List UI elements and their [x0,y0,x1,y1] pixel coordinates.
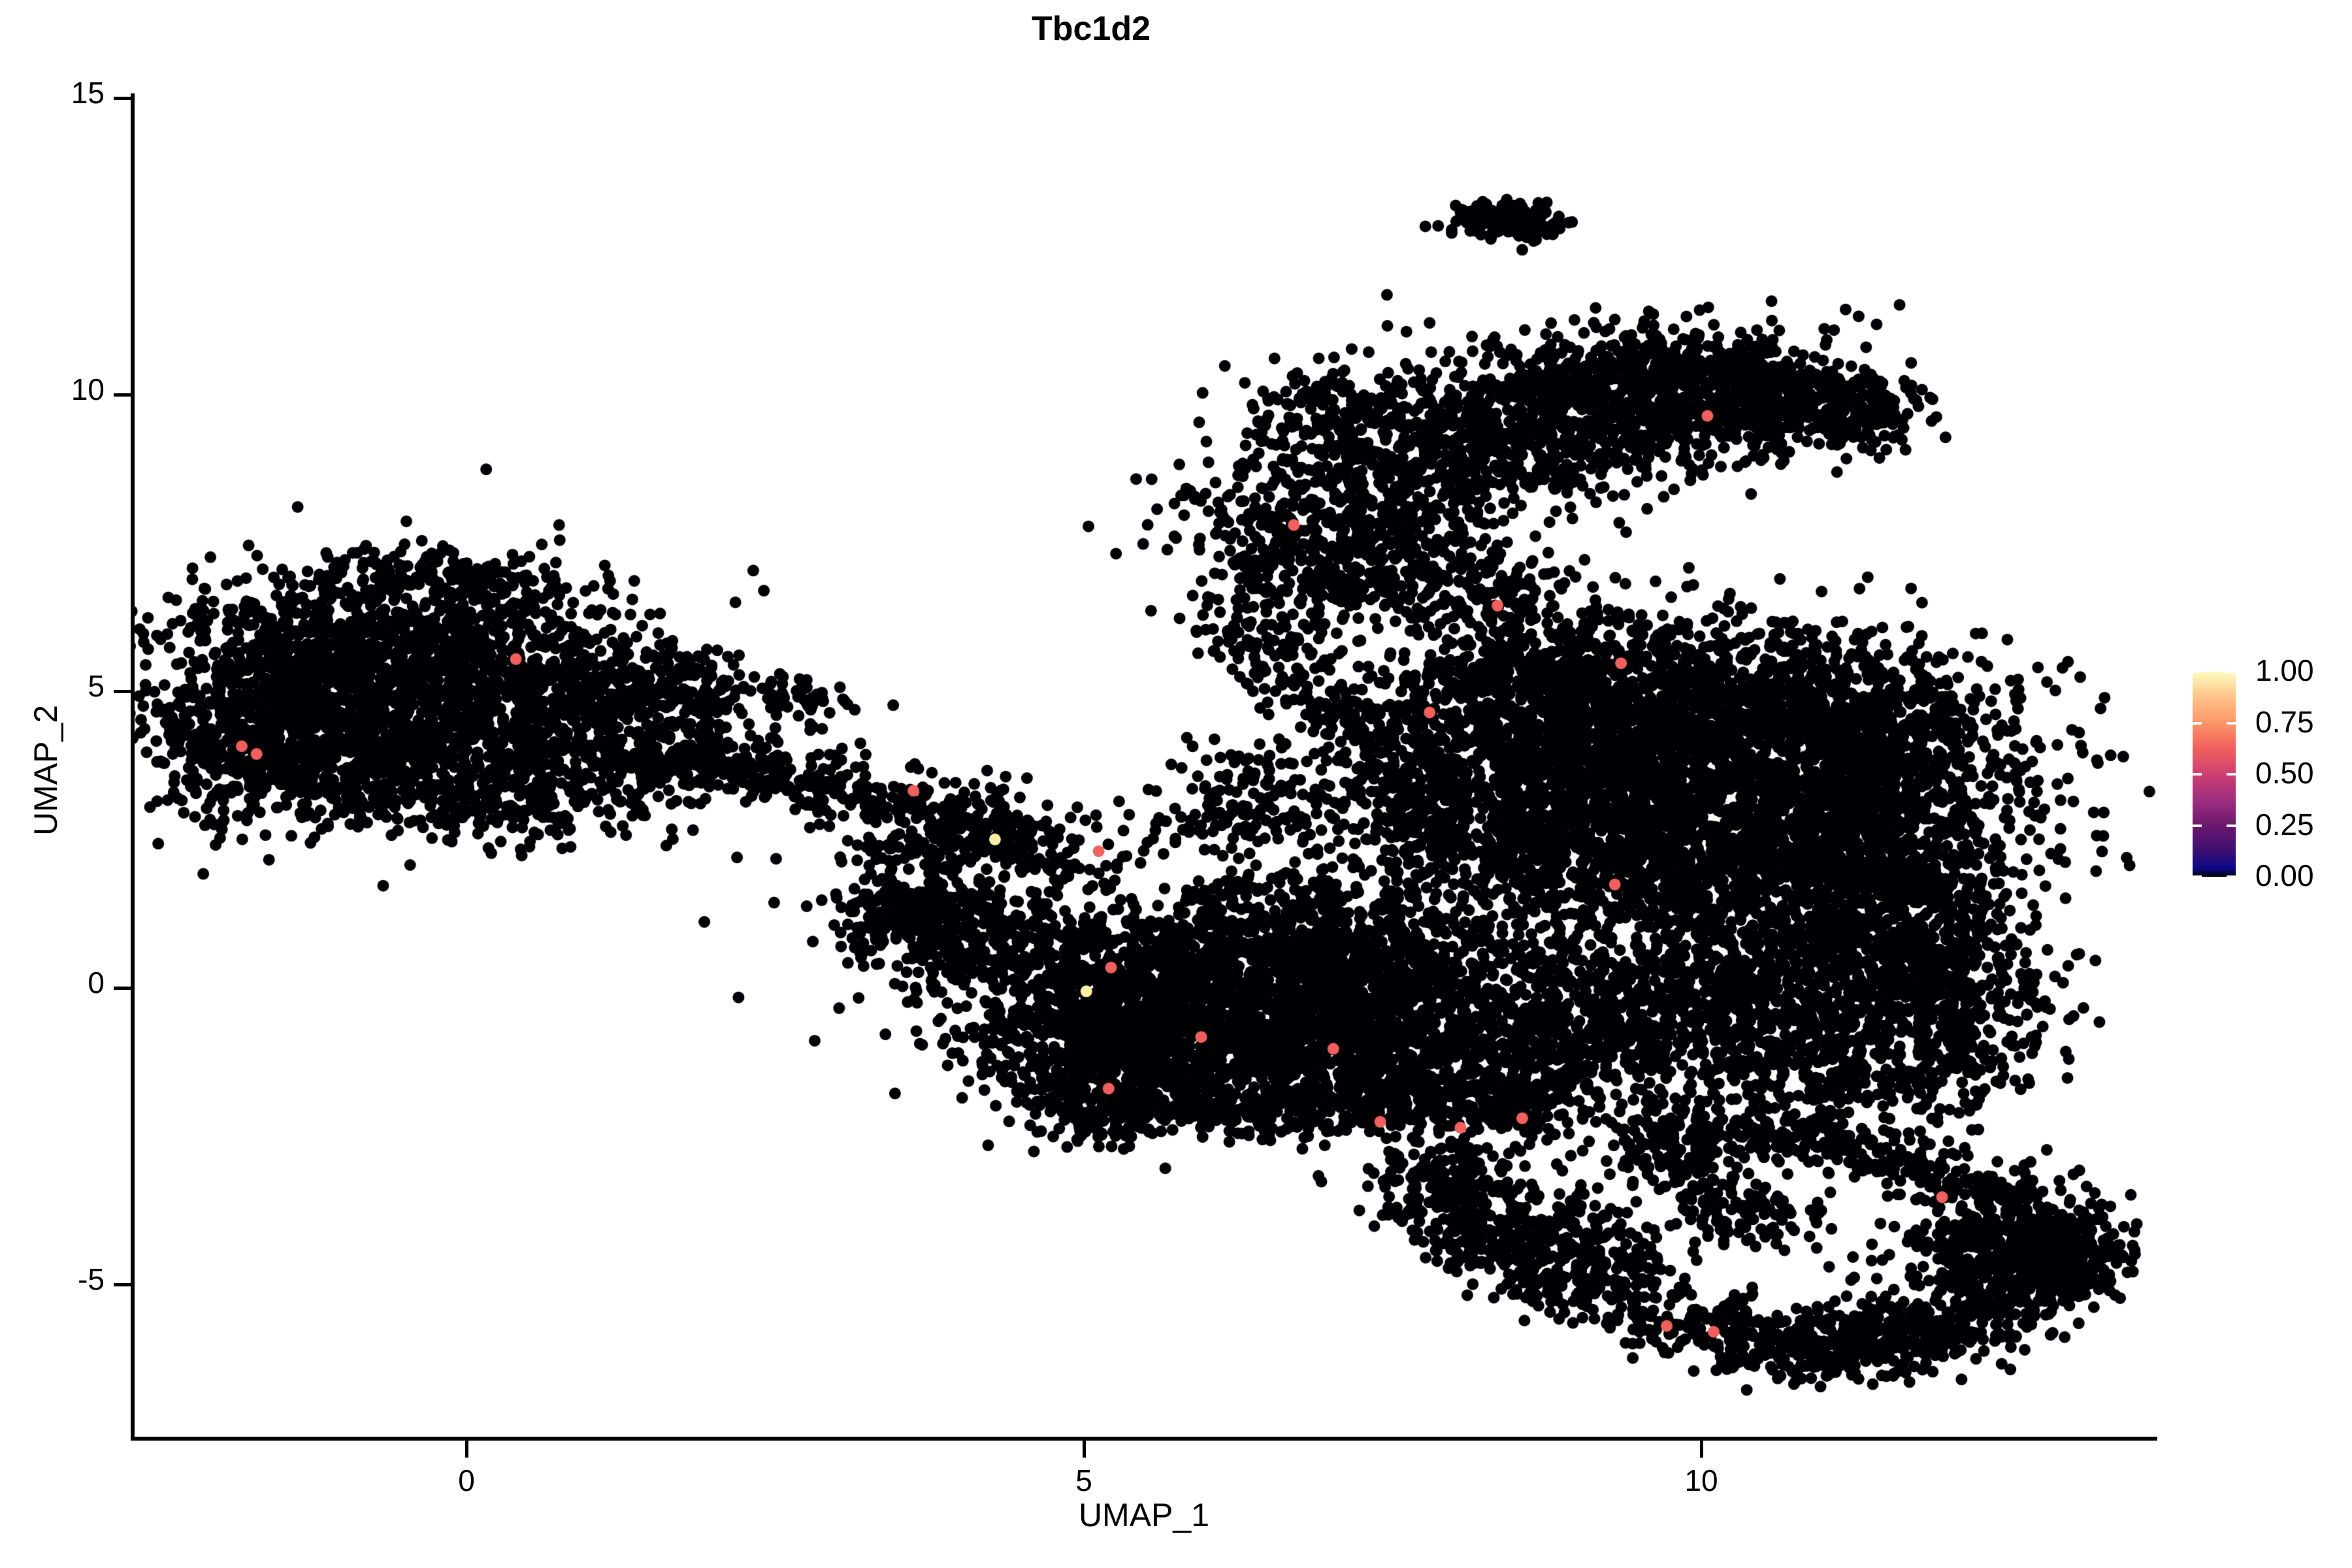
x-tick-label: 5 [1075,1463,1092,1497]
y-tick-mark [114,1283,131,1286]
y-axis-line [131,93,135,1441]
colorbar-tick-label: 1.00 [2255,653,2314,687]
colorbar-tick-mark [2227,773,2236,776]
colorbar-tick-mark [2193,773,2202,776]
colorbar-tick-label: 0.25 [2255,807,2314,841]
x-tick-mark [1083,1441,1086,1458]
y-tick-mark [114,690,131,693]
y-tick-mark [114,987,131,990]
y-tick-label: -5 [78,1262,105,1296]
colorbar-tick-mark [2227,875,2236,878]
plot-panel[interactable] [135,93,2157,1437]
y-tick-mark [114,97,131,100]
colorbar-tick-mark [2227,721,2236,725]
y-tick-label: 10 [71,372,105,406]
y-tick-label: 0 [88,966,105,1000]
x-axis-title: UMAP_1 [1078,1497,1210,1533]
colorbar-tick-mark [2227,824,2236,827]
colorbar-tick-mark [2227,670,2236,673]
y-axis-title: UMAP_2 [27,704,64,836]
x-tick-mark [1700,1441,1703,1458]
x-tick-label: 10 [1684,1463,1718,1497]
colorbar-tick-mark [2193,721,2202,725]
x-axis-line [131,1437,2157,1441]
y-tick-label: 15 [71,76,105,110]
colorbar-legend: 1.00 0.75 0.50 0.25 0.00 [2193,653,2343,892]
y-tick-label: 5 [88,669,105,703]
colorbar-tick-label: 0.75 [2255,704,2314,739]
colorbar-tick-label: 0.00 [2255,858,2314,892]
page-title: Tbc1d2 [1031,10,1151,48]
x-tick-mark [465,1441,468,1458]
x-tick-label: 0 [458,1463,475,1497]
colorbar-tick-label: 0.50 [2255,756,2314,790]
colorbar-tick-mark [2193,824,2202,827]
scatter-points-canvas [135,93,2157,1437]
y-tick-mark [114,393,131,397]
colorbar-tick-mark [2193,670,2202,673]
colorbar-tick-mark [2193,875,2202,878]
